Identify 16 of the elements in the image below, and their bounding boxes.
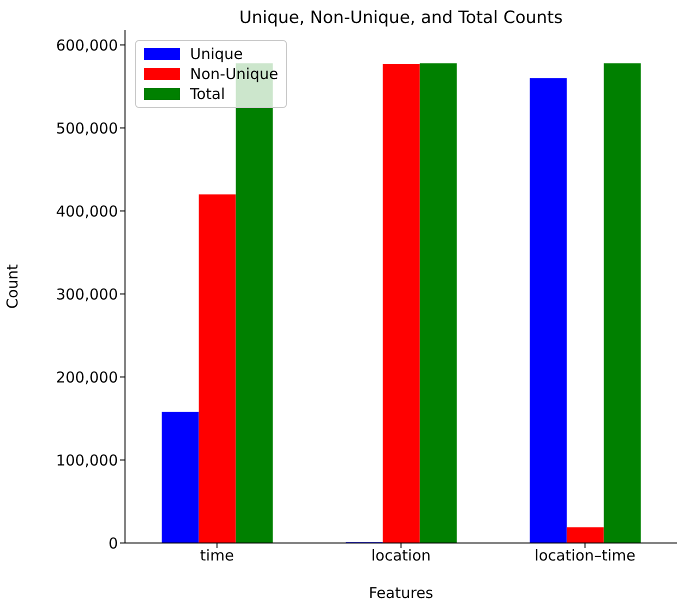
legend-label: Unique [190, 44, 243, 64]
chart-title: Unique, Non-Unique, and Total Counts [238, 8, 564, 28]
y-tick-label: 400,000 [56, 202, 118, 220]
legend-label: Total [190, 84, 226, 104]
y-tick-label: 500,000 [56, 119, 118, 138]
y-tick-label: 100,000 [56, 451, 118, 470]
x-tick-label: time [200, 546, 234, 565]
y-tick-label: 300,000 [56, 285, 118, 304]
x-tick-label: location [371, 546, 431, 565]
y-tick-label: 0 [108, 534, 118, 552]
y-tick-label: 600,000 [56, 36, 118, 54]
y-tick-label: 200,000 [56, 368, 118, 386]
x-axis-title: Features [368, 584, 434, 602]
x-tick-label: location–time [534, 546, 636, 565]
y-axis-title: Count [3, 264, 22, 309]
legend-label: Non-Unique [190, 64, 278, 84]
